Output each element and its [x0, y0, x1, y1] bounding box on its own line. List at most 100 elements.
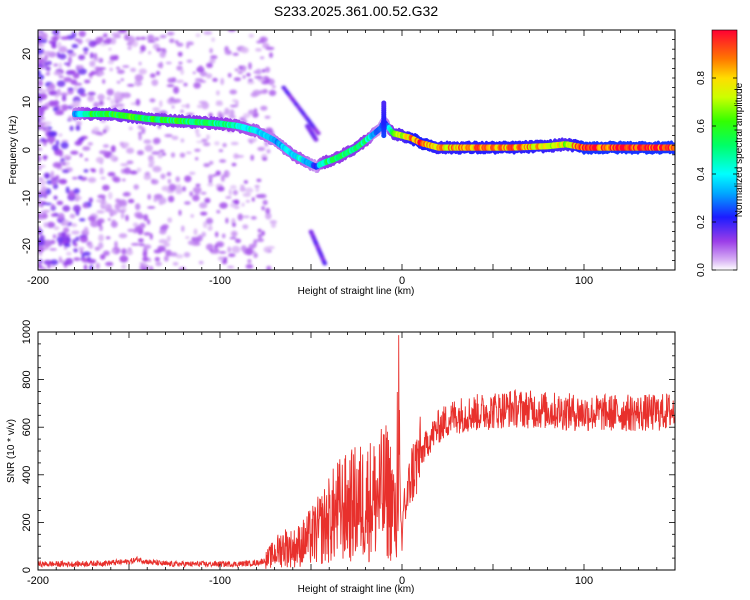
noise-blob	[87, 142, 94, 146]
noise-blob	[252, 89, 262, 96]
y-tick-label: -10	[21, 190, 33, 206]
y-tick-label: 600	[21, 418, 33, 436]
noise-blob	[129, 170, 138, 175]
noise-blob	[253, 252, 258, 259]
noise-blob	[203, 31, 213, 35]
colorbar-tick-label: 0.4	[696, 167, 707, 181]
noise-blob	[242, 65, 246, 73]
noise-blob	[38, 63, 44, 69]
noise-blob	[245, 200, 250, 203]
noise-blob	[173, 86, 180, 94]
noise-blob	[231, 245, 241, 254]
noise-blob	[257, 233, 263, 239]
noise-blob	[127, 35, 135, 44]
noise-blob	[209, 58, 216, 64]
noise-blob	[246, 72, 251, 77]
noise-blob	[181, 104, 189, 108]
noise-blob	[193, 228, 198, 236]
noise-blob	[147, 219, 151, 225]
noise-blob	[74, 100, 81, 107]
noise-blob	[50, 170, 54, 177]
noise-blob	[256, 40, 263, 44]
noise-blob	[176, 42, 184, 47]
noise-blob	[74, 140, 83, 146]
noise-blob	[149, 73, 156, 78]
noise-blob	[148, 50, 152, 55]
noise-blob	[264, 66, 271, 73]
noise-blob	[199, 71, 208, 77]
noise-blob	[166, 235, 171, 242]
noise-blob	[43, 172, 51, 179]
noise-blob	[38, 147, 43, 151]
noise-blob	[208, 174, 213, 181]
noise-blob	[53, 226, 60, 231]
noise-blob	[98, 242, 104, 249]
noise-blob	[147, 40, 156, 43]
noise-blob	[83, 169, 89, 173]
noise-blob	[78, 30, 86, 37]
noise-blob	[72, 72, 80, 79]
noise-blob	[66, 251, 72, 256]
noise-blob	[122, 192, 130, 197]
noise-blob	[176, 79, 184, 83]
noise-blob	[95, 66, 99, 74]
noise-blob	[63, 62, 71, 66]
noise-blob	[53, 71, 63, 76]
noise-blob	[261, 69, 266, 73]
noise-blob	[135, 36, 141, 41]
noise-blob	[128, 126, 133, 131]
noise-blob	[68, 70, 77, 73]
ridge-spike	[381, 100, 387, 106]
noise-blob	[38, 80, 43, 87]
noise-blob	[214, 141, 220, 146]
x-tick-label: 0	[399, 275, 405, 287]
figure-title: S233.2025.361.00.52.G32	[274, 3, 438, 19]
noise-blob	[46, 221, 56, 228]
noise-blob	[266, 265, 272, 270]
noise-blob	[195, 33, 201, 38]
noise-blob	[65, 186, 70, 194]
noise-blob	[38, 74, 45, 80]
noise-blob	[38, 121, 47, 127]
noise-blob	[127, 45, 132, 51]
noise-blob	[268, 89, 277, 96]
noise-blob	[102, 79, 106, 84]
noise-blob	[47, 131, 57, 137]
noise-blob	[69, 125, 74, 131]
noise-blob	[233, 199, 240, 205]
noise-blob	[235, 238, 241, 243]
noise-blob	[140, 36, 147, 40]
noise-blob	[216, 90, 220, 96]
noise-blob	[49, 248, 57, 251]
noise-blob	[263, 246, 271, 253]
noise-blob	[56, 200, 64, 206]
noise-blob	[185, 113, 195, 116]
noise-blob	[93, 52, 98, 60]
noise-blob	[121, 263, 127, 270]
noise-blob	[118, 233, 128, 239]
noise-blob	[211, 37, 216, 42]
ridge-core	[672, 144, 675, 151]
noise-blob	[38, 48, 43, 55]
noise-blob	[120, 78, 125, 82]
noise-blob	[54, 99, 59, 107]
noise-blob	[39, 116, 46, 121]
noise-blob	[199, 202, 208, 209]
noise-blob	[99, 100, 104, 106]
x-tick-label: -200	[27, 275, 49, 287]
noise-blob	[242, 192, 251, 197]
spectrogram-streaks	[281, 85, 328, 266]
noise-blob	[52, 162, 62, 168]
noise-blob	[75, 124, 81, 131]
snr-panel: -200 -100 0 100 0 200 400 600 800 1000 Height of…	[6, 320, 676, 595]
noise-blob	[245, 187, 254, 194]
noise-blob	[152, 165, 162, 173]
noise-blob	[233, 77, 241, 82]
noise-blob	[167, 178, 171, 184]
noise-blob	[88, 243, 94, 249]
colorbar: 0.0 0.2 0.4 0.6 0.8 Normalized spectral ampl…	[696, 29, 745, 277]
colorbar-tick-label: 0.8	[696, 71, 707, 85]
colorbar-gradient	[711, 29, 738, 271]
noise-blob	[73, 248, 78, 253]
